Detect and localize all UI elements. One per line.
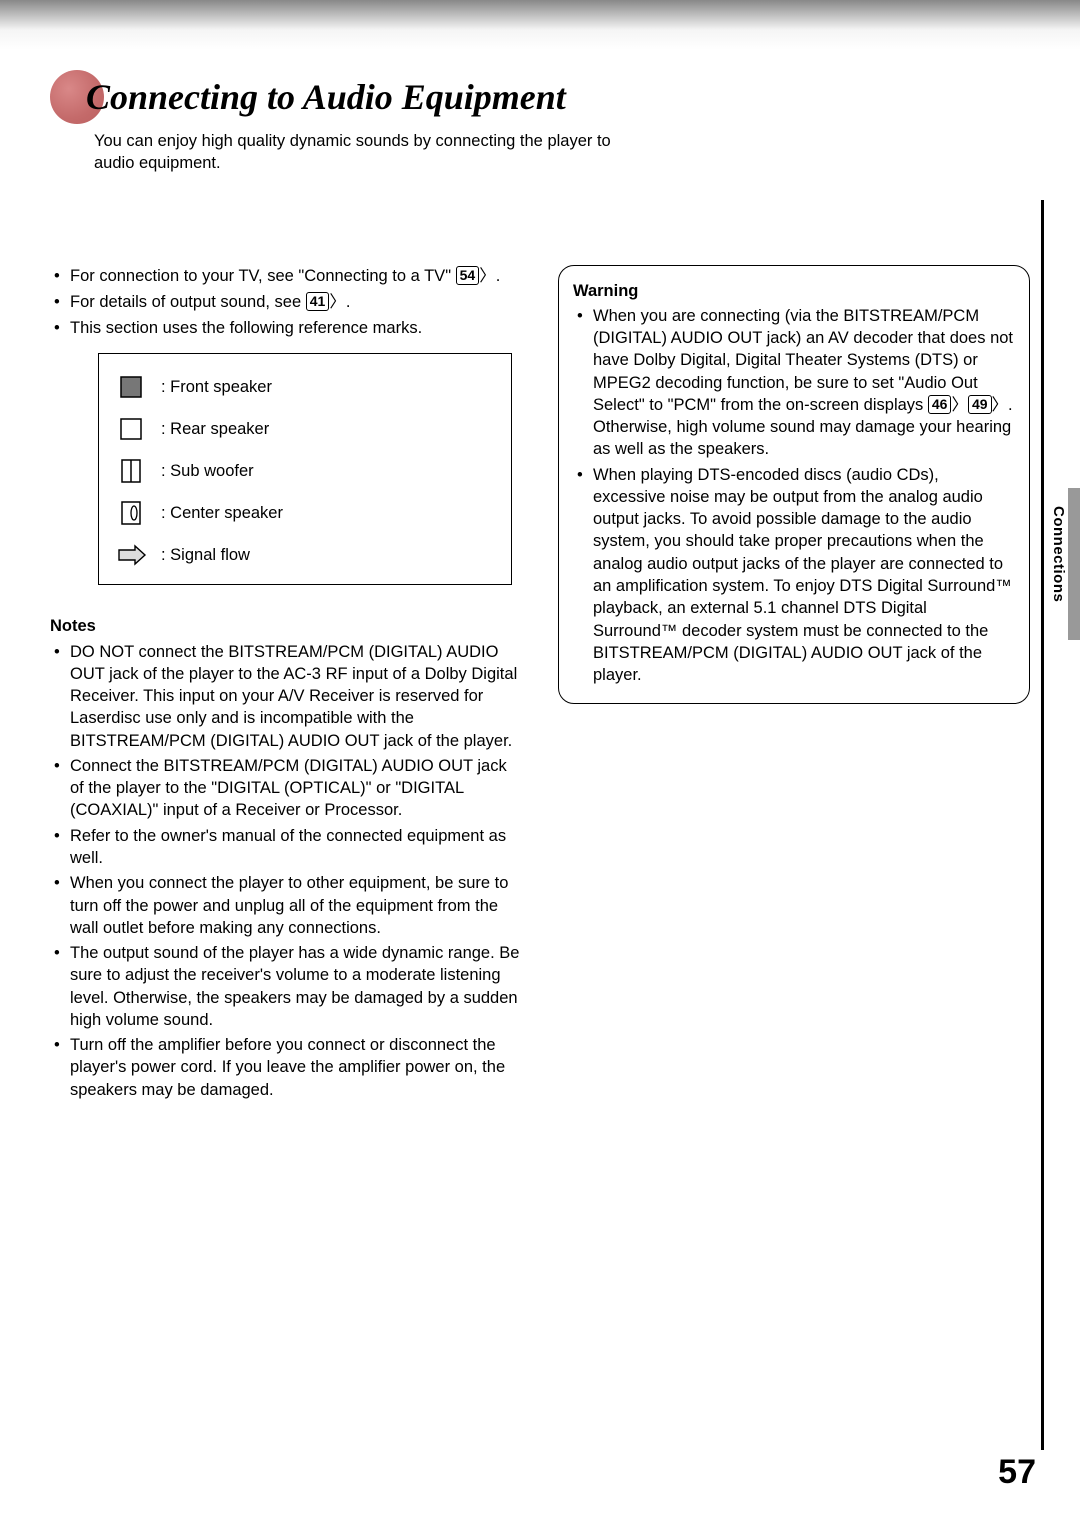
- section-tab-bar: [1068, 488, 1080, 640]
- intro-text: For connection to your TV, see "Connecti…: [70, 267, 456, 285]
- page-ref-54: 54: [456, 266, 480, 285]
- warning-list: When you are connecting (via the BITSTRE…: [573, 305, 1015, 687]
- right-column: Warning When you are connecting (via the…: [558, 265, 1030, 1104]
- note-item: DO NOT connect the BITSTREAM/PCM (DIGITA…: [50, 641, 522, 752]
- warning-item: When playing DTS-encoded discs (audio CD…: [573, 464, 1015, 687]
- intro-bullets: For connection to your TV, see "Connecti…: [50, 265, 522, 340]
- reference-marks-legend: : Front speaker : Rear speaker : Sub woo…: [98, 353, 512, 585]
- legend-row-sub: : Sub woofer: [117, 458, 493, 484]
- legend-label: : Center speaker: [161, 502, 283, 524]
- warning-box: Warning When you are connecting (via the…: [558, 265, 1030, 705]
- left-column: For connection to your TV, see "Connecti…: [50, 265, 522, 1104]
- sub-woofer-icon: [117, 458, 147, 484]
- legend-label: : Rear speaker: [161, 418, 269, 440]
- section-tab: Connections: [1050, 488, 1080, 640]
- intro-item: For connection to your TV, see "Connecti…: [50, 265, 522, 287]
- signal-flow-icon: [117, 542, 147, 568]
- page-edge-bar: [1041, 200, 1044, 1450]
- page-title: Connecting to Audio Equipment: [86, 76, 566, 118]
- warning-item: When you are connecting (via the BITSTRE…: [573, 305, 1015, 461]
- intro-text: This section uses the following referenc…: [70, 319, 422, 337]
- intro-text: .: [496, 267, 501, 285]
- notes-heading: Notes: [50, 615, 522, 637]
- notes-list: DO NOT connect the BITSTREAM/PCM (DIGITA…: [50, 641, 522, 1101]
- intro-text: For details of output sound, see: [70, 293, 306, 311]
- intro-item: For details of output sound, see 41〉.: [50, 291, 522, 313]
- legend-row-front: : Front speaker: [117, 374, 493, 400]
- note-item: Refer to the owner's manual of the conne…: [50, 825, 522, 870]
- top-gradient: [0, 0, 1080, 50]
- note-item: The output sound of the player has a wid…: [50, 942, 522, 1031]
- page-ref-49: 49: [968, 395, 992, 414]
- note-item: When you connect the player to other equ…: [50, 872, 522, 939]
- page-number: 57: [998, 1453, 1036, 1492]
- note-item: Connect the BITSTREAM/PCM (DIGITAL) AUDI…: [50, 755, 522, 822]
- intro-text: .: [346, 293, 351, 311]
- page-subtitle: You can enjoy high quality dynamic sound…: [94, 130, 654, 175]
- legend-label: : Sub woofer: [161, 460, 254, 482]
- legend-label: : Front speaker: [161, 376, 272, 398]
- two-column-layout: For connection to your TV, see "Connecti…: [50, 265, 1030, 1104]
- page-body: Connecting to Audio Equipment You can en…: [50, 70, 1030, 1104]
- legend-row-center: : Center speaker: [117, 500, 493, 526]
- front-speaker-icon: [117, 374, 147, 400]
- page-ref-41: 41: [306, 292, 330, 311]
- warning-heading: Warning: [573, 280, 1015, 302]
- rear-speaker-icon: [117, 416, 147, 442]
- page-ref-46: 46: [928, 395, 952, 414]
- note-item: Turn off the amplifier before you connec…: [50, 1034, 522, 1101]
- center-speaker-icon: [117, 500, 147, 526]
- legend-row-rear: : Rear speaker: [117, 416, 493, 442]
- legend-label: : Signal flow: [161, 544, 250, 566]
- legend-row-signal: : Signal flow: [117, 542, 493, 568]
- intro-item: This section uses the following referenc…: [50, 317, 522, 339]
- title-row: Connecting to Audio Equipment: [50, 70, 1030, 124]
- section-tab-label: Connections: [1050, 506, 1067, 602]
